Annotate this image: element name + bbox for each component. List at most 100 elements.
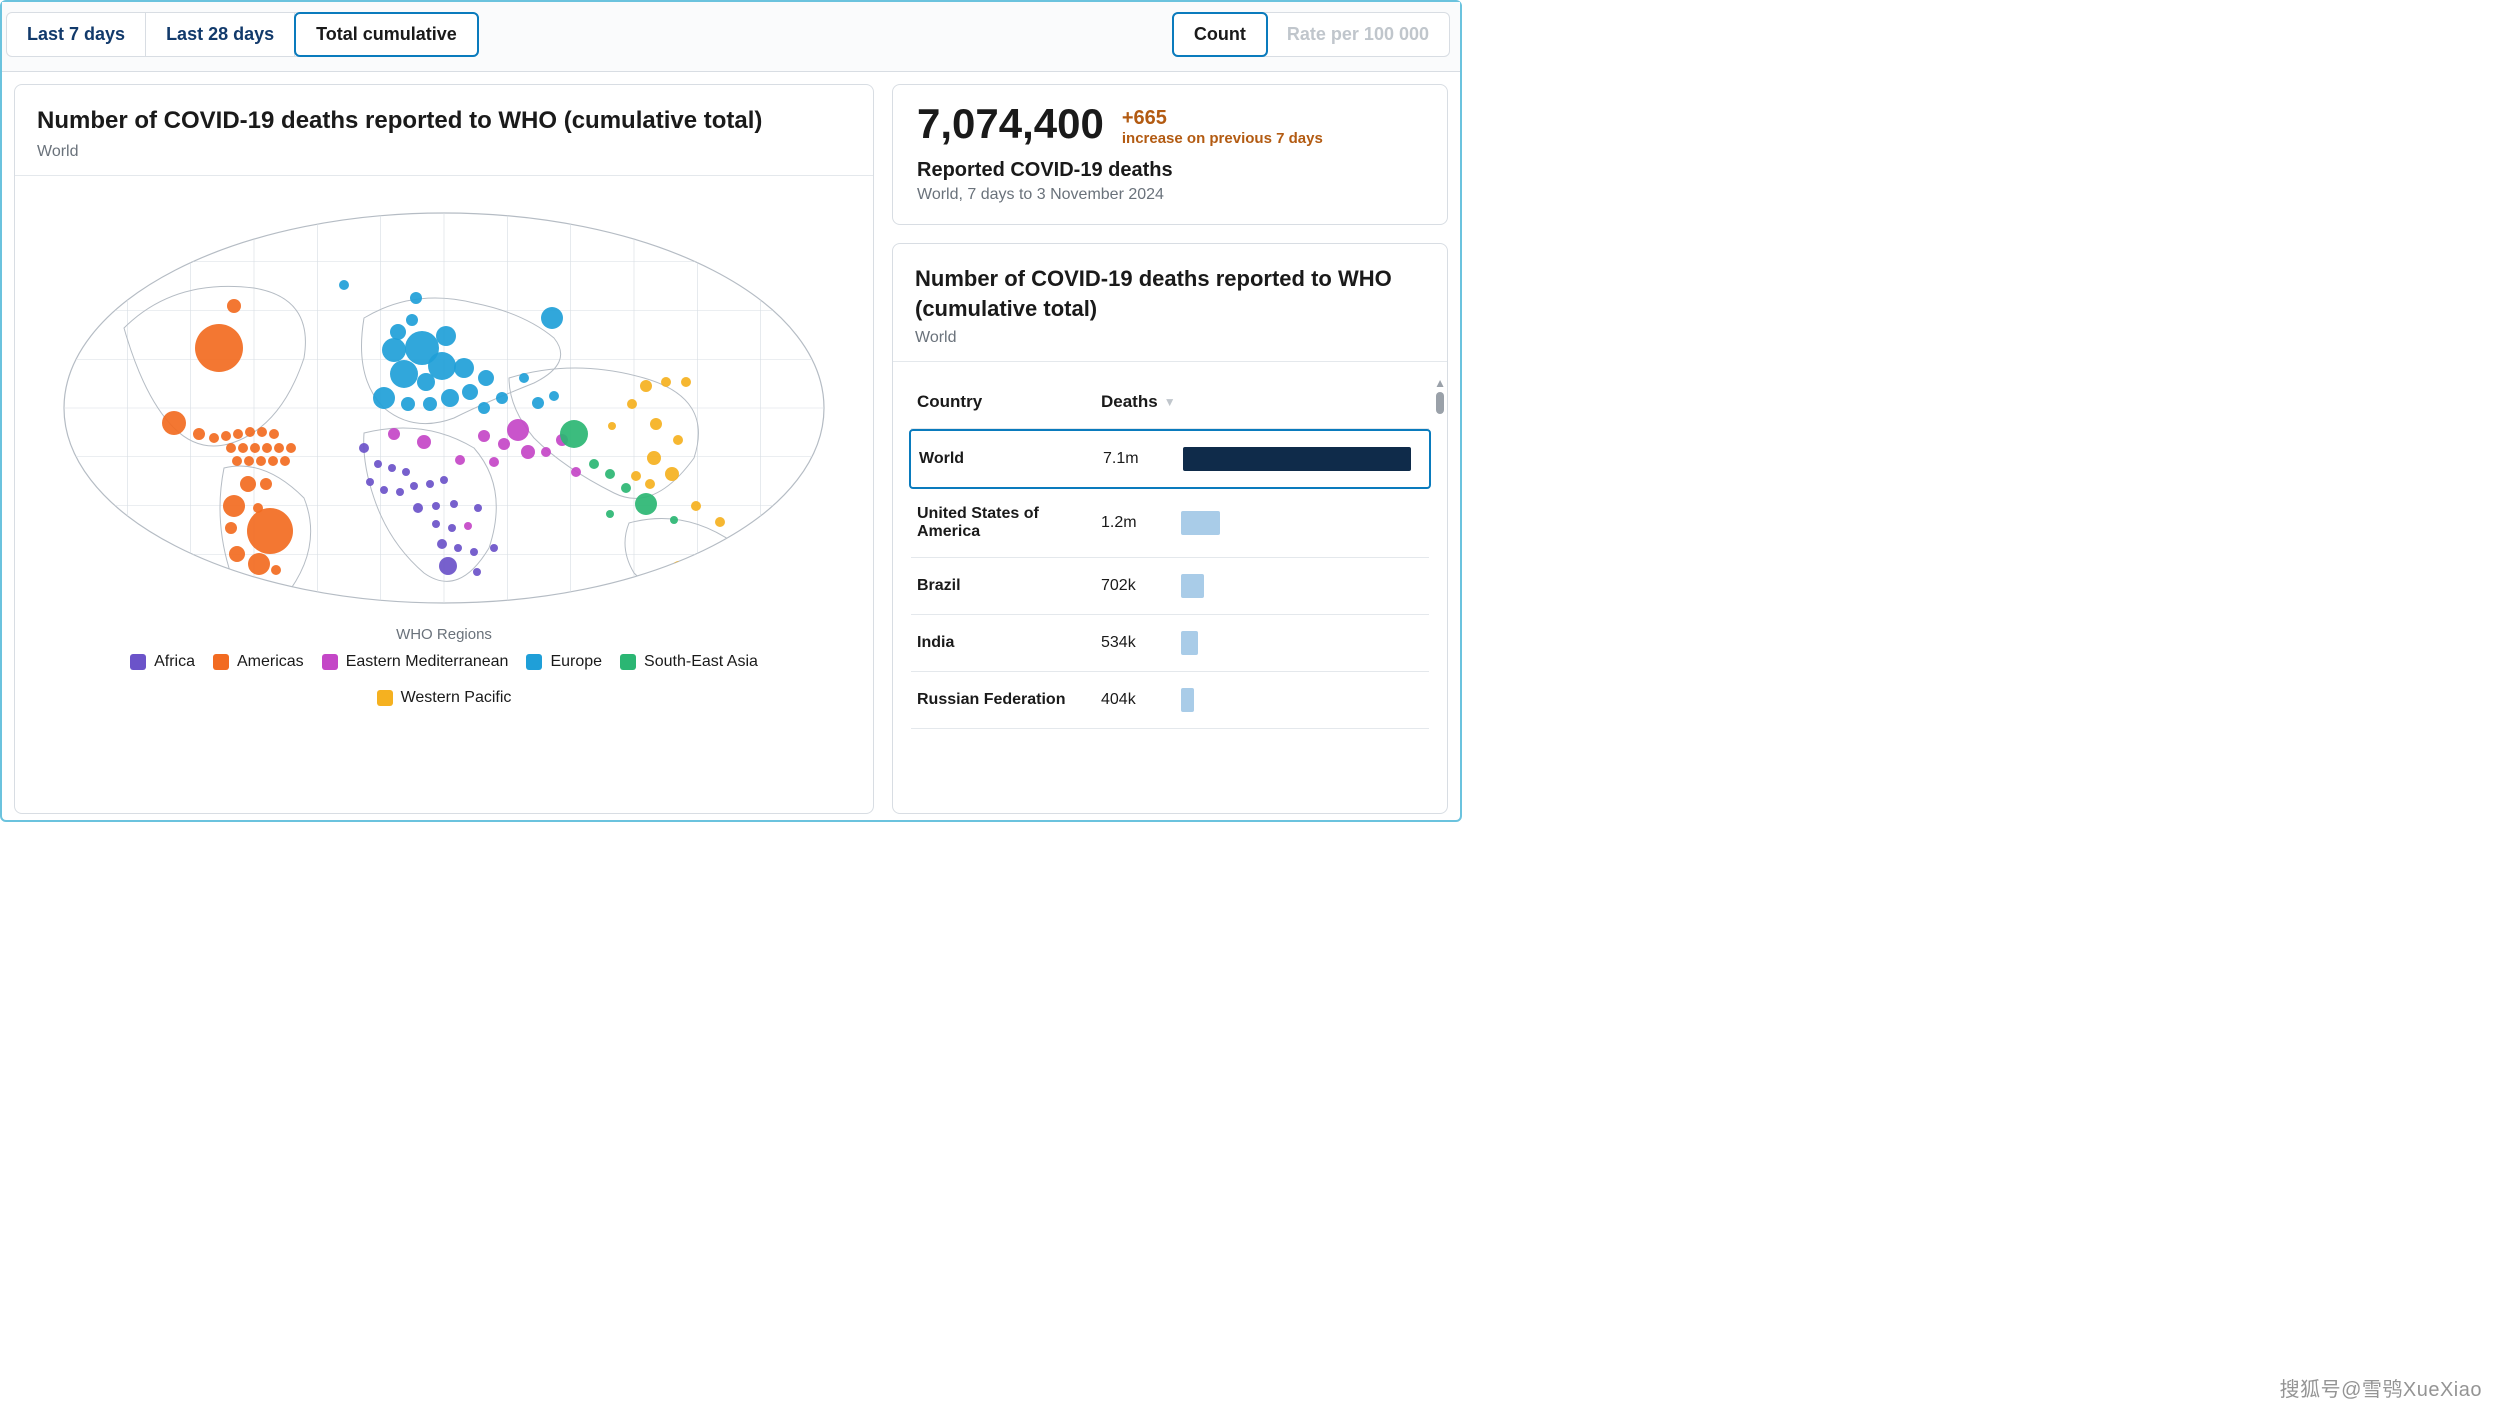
map-bubble[interactable] (474, 504, 482, 512)
map-bubble[interactable] (286, 443, 296, 453)
table-row[interactable]: India534k (911, 615, 1429, 672)
map-bubble[interactable] (271, 565, 281, 575)
map-bubble[interactable] (223, 495, 245, 517)
legend-item-africa[interactable]: Africa (130, 653, 195, 671)
map-bubble[interactable] (521, 445, 535, 459)
map-bubble[interactable] (413, 503, 423, 513)
map-bubble[interactable] (269, 429, 279, 439)
map-bubble[interactable] (715, 517, 725, 527)
map-bubble[interactable] (489, 457, 499, 467)
tab-count[interactable]: Count (1172, 12, 1268, 57)
table-row[interactable]: United States of America1.2m (911, 489, 1429, 558)
map-bubble[interactable] (454, 358, 474, 378)
map-bubble[interactable] (635, 493, 657, 515)
map-bubble[interactable] (410, 292, 422, 304)
table-row[interactable]: Russian Federation404k (911, 672, 1429, 729)
map-bubble[interactable] (221, 431, 231, 441)
map-bubble[interactable] (247, 508, 293, 554)
map-bubble[interactable] (209, 433, 219, 443)
map-bubble[interactable] (402, 468, 410, 476)
map-bubble[interactable] (193, 428, 205, 440)
map-bubble[interactable] (396, 488, 404, 496)
map-bubble[interactable] (240, 476, 256, 492)
legend-item-europe[interactable]: Europe (526, 653, 602, 671)
map-bubble[interactable] (490, 544, 498, 552)
col-header-deaths[interactable]: Deaths ▼ (1101, 392, 1181, 412)
map-bubble[interactable] (605, 469, 615, 479)
scrollbar[interactable]: ▲ (1435, 376, 1445, 416)
map-bubble[interactable] (256, 456, 266, 466)
map-bubble[interactable] (672, 561, 686, 575)
map-bubble[interactable] (454, 544, 462, 552)
map-bubble[interactable] (560, 420, 588, 448)
map-bubble[interactable] (366, 478, 374, 486)
map-bubble[interactable] (496, 392, 508, 404)
scroll-thumb[interactable] (1436, 392, 1444, 414)
map-bubble[interactable] (268, 456, 278, 466)
map-bubble[interactable] (621, 483, 631, 493)
map-bubble[interactable] (195, 324, 243, 372)
map-bubble[interactable] (478, 370, 494, 386)
map-bubble[interactable] (571, 467, 581, 477)
map-bubble[interactable] (227, 299, 241, 313)
map-bubble[interactable] (417, 435, 431, 449)
map-bubble[interactable] (478, 402, 490, 414)
map-bubble[interactable] (390, 360, 418, 388)
map-bubble[interactable] (768, 534, 776, 542)
map-bubble[interactable] (401, 397, 415, 411)
map-bubble[interactable] (661, 377, 671, 387)
map-bubble[interactable] (627, 399, 637, 409)
map-bubble[interactable] (232, 456, 242, 466)
map-bubble[interactable] (410, 482, 418, 490)
map-bubble[interactable] (226, 443, 236, 453)
map-bubble[interactable] (373, 387, 395, 409)
map-bubble[interactable] (462, 384, 478, 400)
map-bubble[interactable] (380, 486, 388, 494)
map-bubble[interactable] (455, 455, 465, 465)
map-bubble[interactable] (448, 524, 456, 532)
map-bubble[interactable] (507, 419, 529, 441)
table-row[interactable]: World7.1m (909, 429, 1431, 489)
map-bubble[interactable] (432, 520, 440, 528)
map-bubble[interactable] (382, 338, 406, 362)
map-bubble[interactable] (450, 500, 458, 508)
map-bubble[interactable] (549, 391, 559, 401)
map-bubble[interactable] (260, 478, 272, 490)
map-bubble[interactable] (670, 516, 678, 524)
map-bubble[interactable] (645, 479, 655, 489)
map-bubble[interactable] (244, 456, 254, 466)
map-bubble[interactable] (426, 480, 434, 488)
map-bubble[interactable] (225, 522, 237, 534)
map-bubble[interactable] (388, 464, 396, 472)
table-row[interactable]: Brazil702k (911, 558, 1429, 615)
map-bubble[interactable] (390, 324, 406, 340)
map-bubble[interactable] (274, 443, 284, 453)
map-bubble[interactable] (541, 447, 551, 457)
map-bubble[interactable] (589, 459, 599, 469)
map-bubble[interactable] (441, 389, 459, 407)
map-bubble[interactable] (691, 501, 701, 511)
map-bubble[interactable] (631, 471, 641, 481)
map-bubble[interactable] (439, 557, 457, 575)
legend-item-americas[interactable]: Americas (213, 653, 304, 671)
map-bubble[interactable] (388, 428, 400, 440)
map-bubble[interactable] (339, 280, 349, 290)
map-bubble[interactable] (229, 546, 245, 562)
map-bubble[interactable] (233, 429, 243, 439)
map-bubble[interactable] (92, 530, 100, 538)
map-bubble[interactable] (257, 427, 267, 437)
map-bubble[interactable] (238, 443, 248, 453)
map-bubble[interactable] (436, 326, 456, 346)
map-bubble[interactable] (374, 460, 382, 468)
legend-item-south-east-asia[interactable]: South-East Asia (620, 653, 758, 671)
map-bubble[interactable] (541, 307, 563, 329)
map-bubble[interactable] (359, 443, 369, 453)
tab-last-7-days[interactable]: Last 7 days (7, 13, 146, 56)
map-bubble[interactable] (432, 502, 440, 510)
map-bubble[interactable] (647, 451, 661, 465)
map-bubble[interactable] (437, 539, 447, 549)
map-bubble[interactable] (737, 579, 747, 589)
map-bubble[interactable] (248, 553, 270, 575)
map-bubble[interactable] (262, 443, 272, 453)
map-bubble[interactable] (532, 397, 544, 409)
